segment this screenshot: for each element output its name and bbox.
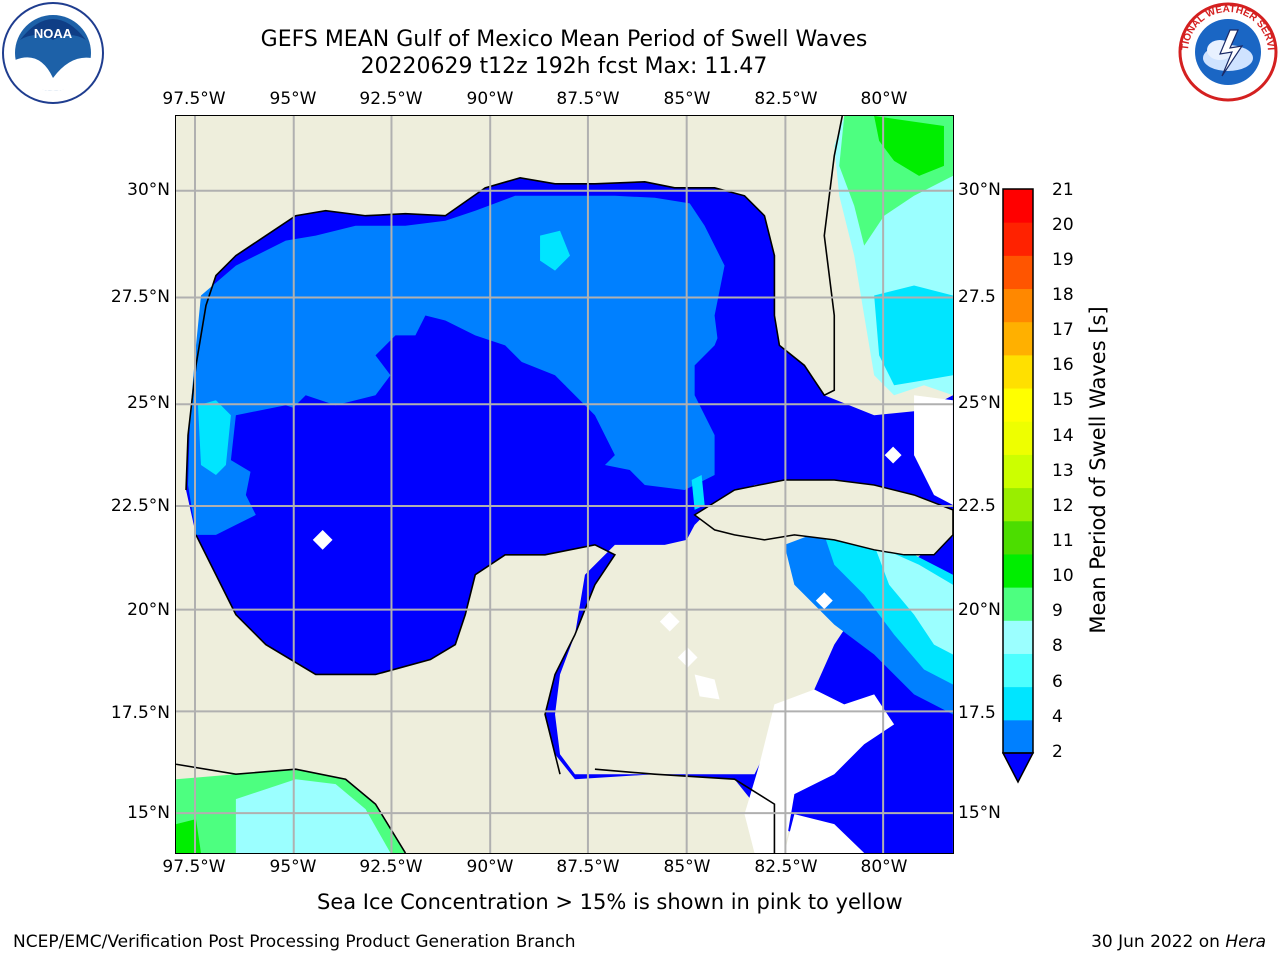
- sea-ice-note: Sea Ice Concentration > 15% is shown in …: [317, 890, 903, 914]
- noaa-logo-text: NOAA: [34, 26, 73, 41]
- colorbar-tick: 21: [1052, 180, 1074, 200]
- lat-label-left: 17.5°N: [110, 703, 170, 723]
- colorbar-tick: 2: [1052, 742, 1063, 762]
- lon-label-top: 97.5°W: [162, 89, 226, 109]
- colorbar-tick: 4: [1052, 707, 1063, 727]
- colorbar-tick: 12: [1052, 496, 1074, 516]
- colorbar-tick: 14: [1052, 426, 1074, 446]
- pacific-light: [235, 779, 391, 853]
- colorbar-label: Mean Period of Swell Waves [s]: [1086, 306, 1110, 634]
- lon-label-bottom: 80°W: [860, 857, 908, 877]
- lon-label-top: 95°W: [269, 89, 317, 109]
- colorbar-segment: [1003, 421, 1033, 455]
- footer-credit: NCEP/EMC/Verification Post Processing Pr…: [13, 932, 576, 952]
- lat-label-right: 27.5: [958, 287, 996, 307]
- map-subtitle: 20220629 t12z 192h fcst Max: 11.47: [360, 54, 768, 79]
- colorbar-tick: 15: [1052, 390, 1074, 410]
- colorbar-segment: [1003, 553, 1033, 588]
- map-title: GEFS MEAN Gulf of Mexico Mean Period of …: [260, 27, 868, 52]
- graticule: [176, 116, 953, 853]
- colorbar-extend-arrow: [1002, 752, 1035, 784]
- colorbar-segment: [1003, 354, 1033, 389]
- noaa-logo: NOAA: [2, 2, 104, 104]
- lon-label-bottom: 82.5°W: [754, 857, 818, 877]
- colorbar-segment: [1003, 620, 1033, 654]
- lat-label-left: 25°N: [127, 393, 170, 413]
- lon-label-top: 90°W: [466, 89, 514, 109]
- gulf-water-mid: [188, 195, 735, 535]
- lon-label-top: 85°W: [663, 89, 711, 109]
- colorbar-tick: 10: [1052, 566, 1074, 586]
- colorbar-segment: [1003, 520, 1033, 555]
- colorbar-segment: [1003, 653, 1033, 688]
- lat-label-right: 25°N: [958, 393, 1001, 413]
- lat-label-right: 30°N: [958, 180, 1001, 200]
- colorbar-segment: [1003, 321, 1033, 356]
- colorbar-tick: 17: [1052, 320, 1074, 340]
- colorbar-segment: [1003, 454, 1033, 489]
- colorbar-tick: 6: [1052, 672, 1063, 692]
- lat-label-right: 17.5: [958, 703, 996, 723]
- lat-label-right: 22.5: [958, 496, 996, 516]
- colorbar-segment: [1003, 587, 1033, 621]
- footer-date-text: 30 Jun 2022 on: [1091, 932, 1226, 952]
- colorbar-segment: [1003, 388, 1033, 422]
- lon-label-bottom: 85°W: [663, 857, 711, 877]
- colorbar-tick: 18: [1052, 285, 1074, 305]
- cyan-patch-north: [540, 230, 570, 271]
- lat-label-left: 30°N: [127, 180, 170, 200]
- colorbar-tick: 11: [1052, 531, 1074, 551]
- cyan-patch-yucatan: [691, 475, 705, 510]
- lat-label-right: 15°N: [958, 803, 1001, 823]
- lat-label-left: 20°N: [127, 600, 170, 620]
- lon-label-bottom: 87.5°W: [556, 857, 620, 877]
- colorbar-tick: 9: [1052, 601, 1063, 621]
- lon-label-top: 82.5°W: [754, 89, 818, 109]
- cuba-landmass: [693, 479, 953, 556]
- atlantic-cyan: [874, 285, 953, 386]
- nws-logo: NATIONAL WEATHER SERVICE: [1176, 0, 1278, 102]
- lon-label-top: 87.5°W: [556, 89, 620, 109]
- lat-label-right: 20°N: [958, 600, 1001, 620]
- colorbar-segment: [1003, 487, 1033, 522]
- lat-label-left: 15°N: [127, 803, 170, 823]
- caribbean-light: [874, 544, 953, 655]
- footer-date: 30 Jun 2022 on Hera: [1091, 932, 1266, 952]
- gulf-water-deep-patch: [684, 195, 775, 356]
- lat-label-left: 22.5°N: [110, 496, 170, 516]
- colorbar-tick: 19: [1052, 250, 1074, 270]
- colorbar-frame: [1002, 188, 1034, 754]
- colorbar-segment: [1003, 222, 1033, 256]
- lon-label-bottom: 97.5°W: [162, 857, 226, 877]
- atlantic-bright-green: [874, 116, 944, 176]
- colorbar-tick: 16: [1052, 355, 1074, 375]
- cyan-patch-west: [197, 400, 231, 476]
- lon-label-bottom: 95°W: [269, 857, 317, 877]
- colorbar-segment: [1003, 255, 1033, 290]
- lon-label-top: 80°W: [860, 89, 908, 109]
- colorbar-segments: [1003, 189, 1033, 754]
- swell-period-map: [175, 115, 954, 854]
- gulf-water-deep-patch: [390, 340, 615, 485]
- colorbar-tick: 13: [1052, 461, 1074, 481]
- colorbar-segment: [1003, 288, 1033, 323]
- lon-label-top: 92.5°W: [359, 89, 423, 109]
- colorbar-segment: [1003, 719, 1033, 754]
- colorbar-tick: 8: [1052, 636, 1063, 656]
- lat-label-left: 27.5°N: [110, 287, 170, 307]
- lon-label-bottom: 92.5°W: [359, 857, 423, 877]
- colorbar: [1002, 188, 1035, 784]
- footer-machine: Hera: [1225, 932, 1266, 952]
- colorbar-segment: [1003, 189, 1033, 223]
- lon-label-bottom: 90°W: [466, 857, 514, 877]
- colorbar-segment: [1003, 686, 1033, 721]
- colorbar-tick: 20: [1052, 215, 1074, 235]
